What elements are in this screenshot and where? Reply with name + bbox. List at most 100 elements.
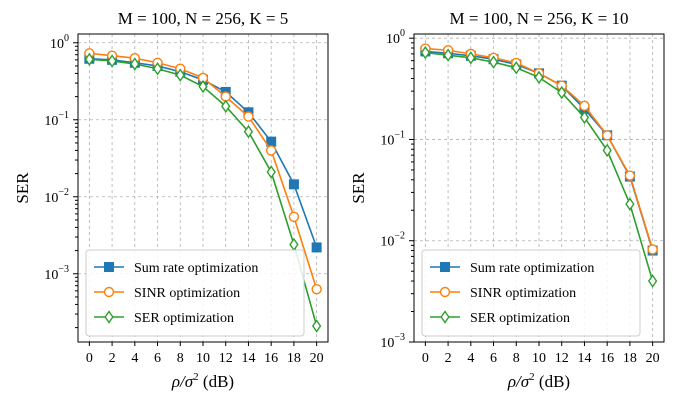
data-point xyxy=(624,170,636,181)
data-point xyxy=(289,237,299,252)
data-point xyxy=(84,52,95,67)
y-tick-label: 10−2 xyxy=(44,187,69,206)
legend-entry: SINR optimization xyxy=(94,286,240,301)
legend-entry: Sum rate optimization xyxy=(430,261,594,276)
y-tick-base: 10 xyxy=(386,32,400,47)
x-axis-label-sup: 2 xyxy=(529,371,535,383)
data-point xyxy=(288,179,299,190)
legend-label: SER optimization xyxy=(134,311,234,326)
data-point xyxy=(647,274,658,288)
data-point xyxy=(175,68,185,82)
data-point xyxy=(511,61,521,75)
x-tick-label: 14 xyxy=(577,351,591,366)
data-point xyxy=(243,111,254,122)
y-axis-label: SER xyxy=(349,172,368,204)
x-axis-label-sup: 2 xyxy=(193,371,199,383)
legend-marker xyxy=(440,310,450,324)
legend-entry: SINR optimization xyxy=(430,286,576,301)
x-axis-label-main: ρ/σ xyxy=(171,372,194,391)
x-axis-label-unit: (dB) xyxy=(535,372,570,391)
series-ser xyxy=(84,52,322,333)
y-tick-base: 10 xyxy=(44,268,58,283)
series-ser xyxy=(420,45,658,288)
data-point xyxy=(107,54,117,68)
x-tick-label: 2 xyxy=(109,351,116,366)
x-tick-label: 14 xyxy=(241,351,255,366)
data-point xyxy=(420,45,431,60)
legend-entry: Sum rate optimization xyxy=(94,261,258,276)
x-tick-label: 20 xyxy=(310,351,324,366)
y-tick-exponent: −2 xyxy=(394,231,405,242)
legend-marker xyxy=(104,262,114,272)
data-point xyxy=(152,62,163,76)
y-tick-exponent: −3 xyxy=(58,264,69,275)
x-tick-label: 6 xyxy=(490,351,497,366)
legend-label: Sum rate optimization xyxy=(134,261,258,276)
data-point xyxy=(579,100,590,111)
legend-entry: SER optimization xyxy=(430,310,570,326)
x-tick-label: 4 xyxy=(131,351,138,366)
y-tick-base: 10 xyxy=(380,336,394,351)
data-point xyxy=(311,319,322,333)
legend-marker xyxy=(439,286,451,298)
legend-label: SINR optimization xyxy=(134,286,240,301)
y-tick-base: 10 xyxy=(380,133,394,148)
data-point xyxy=(130,57,140,71)
y-tick-base: 10 xyxy=(50,37,64,52)
y-tick-label: 10−1 xyxy=(44,110,69,129)
legend: Sum rate optimization SINR optimization SE… xyxy=(85,249,305,337)
data-point xyxy=(579,110,590,125)
data-point xyxy=(221,99,231,113)
legend-entry: SER optimization xyxy=(94,310,234,326)
x-tick-label: 10 xyxy=(196,351,210,366)
data-point xyxy=(198,79,208,94)
data-point xyxy=(466,51,476,65)
x-tick-label: 20 xyxy=(646,351,660,366)
legend-marker xyxy=(103,286,115,298)
legend-marker xyxy=(440,262,450,272)
data-point xyxy=(243,124,254,139)
y-tick-exponent: 0 xyxy=(64,33,69,44)
legend-marker xyxy=(104,310,114,324)
data-point xyxy=(265,145,277,156)
x-tick-label: 0 xyxy=(422,351,429,366)
y-tick-exponent: −3 xyxy=(394,332,405,343)
data-point xyxy=(311,284,322,295)
data-point xyxy=(288,211,300,222)
data-point xyxy=(266,165,276,179)
y-tick-exponent: 0 xyxy=(400,28,405,39)
x-tick-label: 16 xyxy=(600,351,614,366)
y-tick-exponent: −2 xyxy=(58,187,69,198)
legend-label: SER optimization xyxy=(470,311,570,326)
y-tick-label: 10−2 xyxy=(380,231,405,250)
data-point xyxy=(602,143,612,158)
data-point xyxy=(557,85,567,100)
legend-label: SINR optimization xyxy=(470,286,576,301)
data-point xyxy=(625,197,635,211)
y-tick-exponent: −1 xyxy=(58,110,69,121)
x-axis-label: ρ/σ2 (dB) xyxy=(507,371,570,391)
y-tick-base: 10 xyxy=(380,235,394,250)
legend-box xyxy=(421,249,641,337)
x-axis-label-main: ρ/σ xyxy=(507,372,530,391)
x-axis-label-unit: (dB) xyxy=(199,372,234,391)
data-point xyxy=(488,55,499,69)
x-tick-label: 6 xyxy=(154,351,161,366)
data-point xyxy=(311,242,322,253)
x-tick-label: 12 xyxy=(555,351,569,366)
y-tick-label: 100 xyxy=(386,28,405,47)
y-tick-base: 10 xyxy=(44,191,58,206)
x-tick-label: 18 xyxy=(623,351,637,366)
data-point xyxy=(534,70,544,85)
data-point xyxy=(443,48,453,62)
legend-box xyxy=(85,249,305,337)
x-tick-label: 4 xyxy=(467,351,474,366)
x-tick-label: 2 xyxy=(445,351,452,366)
y-tick-label: 10−3 xyxy=(380,332,405,351)
legend: Sum rate optimization SINR optimization SE… xyxy=(421,249,641,337)
y-tick-label: 100 xyxy=(50,33,69,52)
y-tick-base: 10 xyxy=(44,114,58,129)
